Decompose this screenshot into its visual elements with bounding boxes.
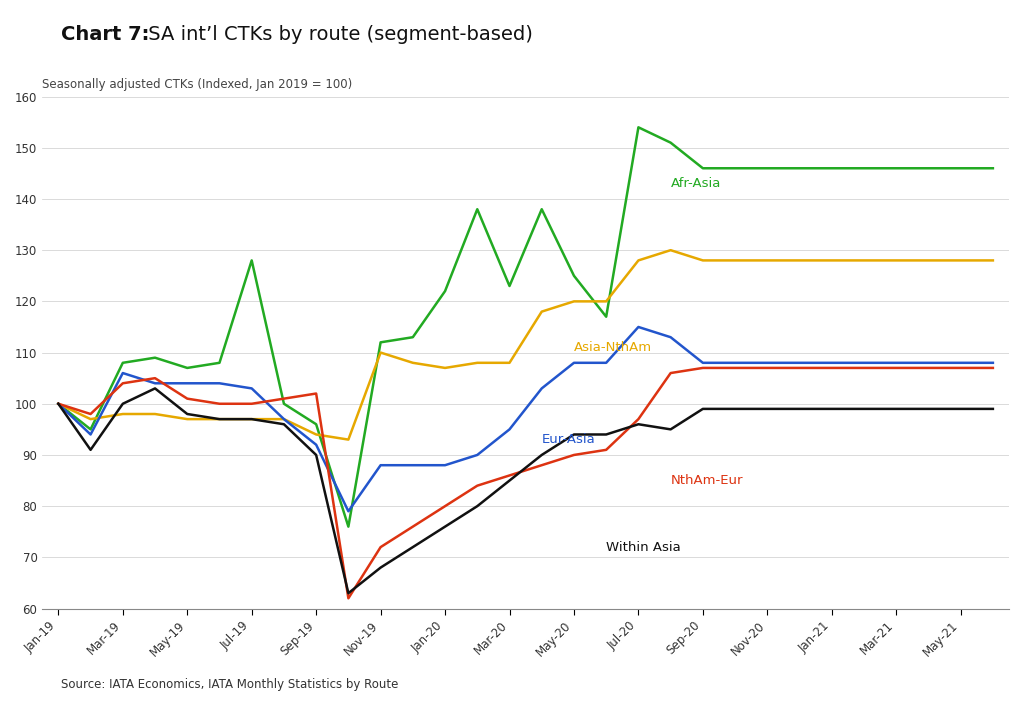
Text: Source: IATA Economics, IATA Monthly Statistics by Route: Source: IATA Economics, IATA Monthly Sta… (61, 678, 398, 691)
Text: SA int’l CTKs by route (segment-based): SA int’l CTKs by route (segment-based) (141, 25, 532, 44)
Text: Afr-Asia: Afr-Asia (671, 177, 721, 190)
Text: Seasonally adjusted CTKs (Indexed, Jan 2019 = 100): Seasonally adjusted CTKs (Indexed, Jan 2… (42, 79, 352, 91)
Text: Asia-NthAm: Asia-NthAm (574, 341, 652, 354)
Text: Chart 7:: Chart 7: (61, 25, 150, 44)
Text: NthAm-Eur: NthAm-Eur (671, 474, 743, 487)
Text: Within Asia: Within Asia (606, 541, 681, 554)
Text: Eur-Asia: Eur-Asia (542, 433, 596, 446)
